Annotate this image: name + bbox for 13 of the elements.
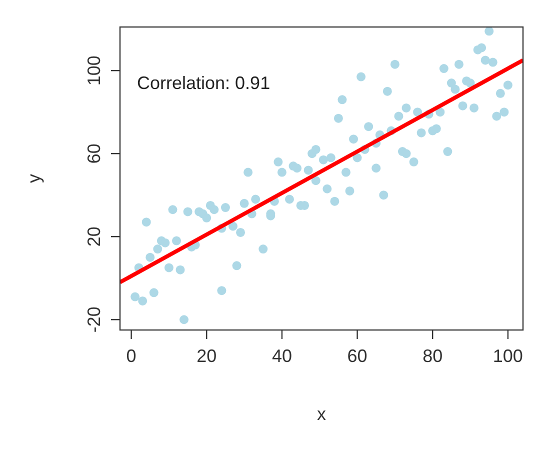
x-tick-label: 100 bbox=[492, 346, 523, 366]
y-tick-label: 100 bbox=[84, 56, 104, 86]
y-axis-title: y bbox=[24, 174, 44, 183]
annotation: Correlation: 0.91 bbox=[137, 73, 270, 93]
x-tick-label: 20 bbox=[196, 346, 217, 366]
y-tick-label: 20 bbox=[84, 226, 104, 247]
x-axis-title: x bbox=[317, 404, 326, 424]
y-tick-label: -20 bbox=[84, 306, 104, 333]
y-tick-label: 60 bbox=[84, 144, 104, 164]
x-tick-label: 0 bbox=[126, 346, 136, 366]
x-tick-label: 80 bbox=[422, 346, 443, 366]
x-tick-label: 40 bbox=[272, 346, 292, 366]
x-tick-label: 60 bbox=[347, 346, 368, 366]
